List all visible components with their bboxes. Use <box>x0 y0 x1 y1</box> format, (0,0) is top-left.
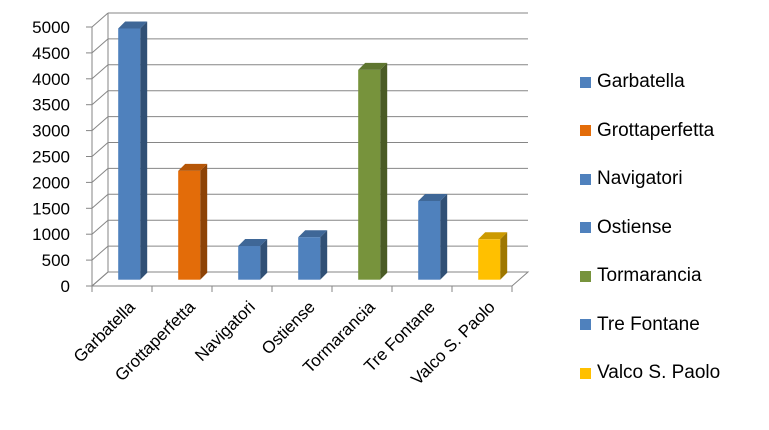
legend-label: Tormarancia <box>597 265 702 287</box>
bar-top <box>418 193 448 201</box>
bar-top <box>298 230 328 238</box>
gridlines <box>91 12 528 287</box>
y-tick-label: 0 <box>61 277 70 296</box>
y-tick-label: 3000 <box>32 122 70 141</box>
bar-side <box>320 230 328 280</box>
legend-swatch <box>580 76 591 88</box>
bars <box>118 21 508 280</box>
bar-front <box>478 239 501 280</box>
bar-top <box>358 62 388 70</box>
gridline-depth <box>91 116 109 131</box>
legend-swatch <box>580 222 591 234</box>
bar <box>238 239 268 280</box>
gridline-depth <box>91 142 109 157</box>
legend-swatch <box>580 367 591 379</box>
bar-top <box>478 232 508 240</box>
legend-item: Ostiense <box>580 204 765 253</box>
legend-item: Grottaperfetta <box>580 107 765 156</box>
bar-front <box>118 28 141 280</box>
bar-front <box>358 69 381 280</box>
x-category-label: Navigatori <box>191 297 259 365</box>
legend-swatch <box>580 125 591 137</box>
gridline-depth <box>91 38 109 54</box>
legend-label: Navigatori <box>597 168 683 190</box>
bar <box>478 232 508 280</box>
bar <box>298 230 328 280</box>
bar-front <box>178 170 201 280</box>
bar-side <box>500 232 508 280</box>
x-category-label: Ostiense <box>258 297 319 358</box>
legend-label: Ostiense <box>597 216 672 238</box>
bar <box>358 62 388 280</box>
floor-outline <box>90 271 530 287</box>
gridline-depth <box>91 219 109 235</box>
legend-item: Valco S. Paolo <box>580 349 765 398</box>
legend-item: Tormarancia <box>580 252 765 301</box>
y-tick-label: 4500 <box>32 44 70 63</box>
legend-item: Navigatori <box>580 155 765 204</box>
bar <box>118 21 148 280</box>
gridline-depth <box>91 168 109 183</box>
legend: Garbatella Grottaperfetta Navigatori Ost… <box>580 58 765 398</box>
y-tick-label: 3500 <box>32 96 70 115</box>
y-tick-label: 5000 <box>32 18 70 37</box>
gridline-depth <box>91 245 109 261</box>
y-tick-label: 2000 <box>32 173 70 192</box>
legend-item: Garbatella <box>580 58 765 107</box>
bar-front <box>298 237 321 280</box>
gridline-depth <box>91 64 109 80</box>
y-tick-label: 500 <box>42 251 70 270</box>
bar-side <box>200 163 208 280</box>
bar-side <box>140 21 148 280</box>
bar-side <box>260 239 268 280</box>
legend-label: Grottaperfetta <box>597 119 715 141</box>
bar-front <box>238 246 261 280</box>
legend-label: Garbatella <box>597 71 685 93</box>
y-tick-label: 2500 <box>32 148 70 167</box>
legend-swatch <box>580 319 591 331</box>
bar-top <box>238 239 268 247</box>
gridline-depth <box>91 193 109 209</box>
y-tick-label: 4000 <box>32 70 70 89</box>
legend-swatch <box>580 270 591 282</box>
bar-top <box>178 163 208 171</box>
legend-swatch <box>580 173 591 185</box>
y-tick-labels: 0 500 1000 1500 2000 2500 3000 3500 4000 4500 5000 <box>32 18 70 296</box>
bar-side <box>380 62 388 280</box>
axes <box>86 13 530 292</box>
gridline-depth <box>91 12 109 28</box>
legend-label: Tre Fontane <box>597 313 700 335</box>
legend-item: Tre Fontane <box>580 301 765 350</box>
bar <box>418 193 448 280</box>
gridline-depth <box>91 90 109 106</box>
bar-top <box>118 21 148 29</box>
bar-side <box>440 193 448 280</box>
bar <box>178 163 208 280</box>
bar-front <box>418 200 441 280</box>
y-tick-label: 1000 <box>32 225 70 244</box>
y-tick-label: 1500 <box>32 199 70 218</box>
legend-label: Valco S. Paolo <box>597 362 721 384</box>
